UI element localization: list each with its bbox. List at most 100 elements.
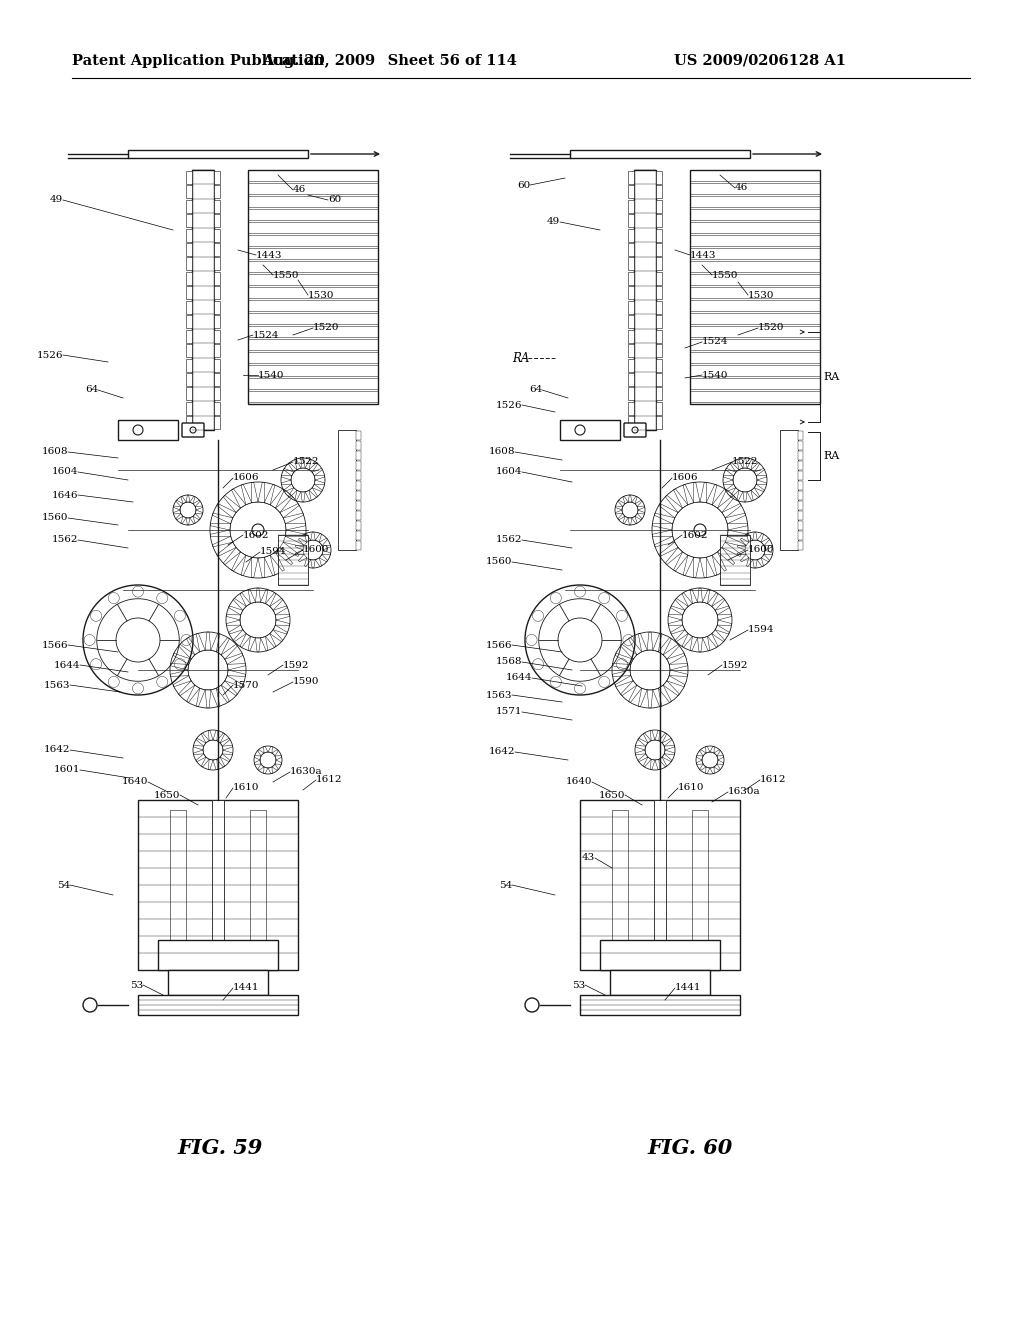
Text: 1606: 1606 [233, 474, 259, 483]
Bar [186, 272, 193, 285]
Bar [278, 535, 308, 585]
Text: 1604: 1604 [51, 467, 78, 477]
Text: 1526: 1526 [496, 400, 522, 409]
Bar [248, 183, 378, 194]
Bar [628, 286, 634, 300]
Bar [628, 345, 634, 356]
Bar [654, 800, 666, 970]
Bar [214, 199, 220, 213]
Bar [186, 401, 193, 414]
Bar [356, 520, 361, 529]
Text: 1644: 1644 [506, 673, 532, 682]
Text: 1612: 1612 [760, 776, 786, 784]
Bar [798, 491, 803, 499]
Bar [214, 214, 220, 227]
Text: 1592: 1592 [283, 660, 309, 669]
Text: 1562: 1562 [496, 536, 522, 544]
Text: 1568: 1568 [496, 657, 522, 667]
Text: 1550: 1550 [712, 271, 738, 280]
Bar [634, 170, 656, 430]
Bar [690, 183, 820, 194]
Bar [798, 500, 803, 510]
Bar [186, 374, 193, 385]
Text: 1566: 1566 [485, 640, 512, 649]
Text: 1522: 1522 [293, 458, 319, 466]
Bar [214, 401, 220, 414]
Bar [690, 300, 820, 312]
Text: 54: 54 [56, 880, 70, 890]
Text: 1520: 1520 [758, 323, 784, 333]
Bar [193, 170, 214, 430]
Bar [628, 359, 634, 371]
Bar [720, 535, 750, 585]
Text: 1522: 1522 [732, 458, 759, 466]
Bar [214, 257, 220, 271]
Bar [212, 800, 224, 970]
Bar [580, 995, 740, 1015]
Bar [248, 286, 378, 298]
Text: 49: 49 [50, 195, 63, 205]
Bar [798, 511, 803, 520]
Text: 1650: 1650 [154, 791, 180, 800]
Circle shape [525, 998, 539, 1012]
Bar [798, 540, 803, 549]
Text: 1560: 1560 [42, 513, 68, 523]
Text: 1650: 1650 [598, 791, 625, 800]
Bar [186, 387, 193, 400]
Bar [248, 248, 378, 259]
Text: 1441: 1441 [675, 983, 701, 993]
Bar [186, 416, 193, 429]
Circle shape [575, 425, 585, 436]
Text: US 2009/0206128 A1: US 2009/0206128 A1 [674, 54, 846, 69]
Text: 46: 46 [735, 183, 749, 193]
Text: 43: 43 [582, 854, 595, 862]
Text: 1606: 1606 [672, 474, 698, 483]
Text: 1540: 1540 [702, 371, 728, 380]
Text: 1630a: 1630a [728, 788, 761, 796]
Bar [248, 326, 378, 337]
Text: 1602: 1602 [682, 531, 709, 540]
Bar [656, 401, 662, 414]
Bar [690, 235, 820, 246]
Circle shape [252, 524, 264, 536]
Bar [168, 970, 268, 995]
Bar [186, 199, 193, 213]
Text: 1644: 1644 [53, 660, 80, 669]
Bar [690, 391, 820, 403]
Bar [656, 359, 662, 371]
Bar [656, 243, 662, 256]
Text: 1630a: 1630a [290, 767, 323, 776]
Bar [248, 313, 378, 323]
Bar [128, 150, 308, 158]
Bar [356, 441, 361, 450]
Text: 64: 64 [528, 385, 542, 395]
Text: 1571: 1571 [496, 708, 522, 717]
Bar [798, 531, 803, 540]
Bar [248, 391, 378, 403]
Bar [628, 387, 634, 400]
Bar [690, 275, 820, 285]
Bar [656, 214, 662, 227]
Bar [798, 480, 803, 490]
Bar [628, 272, 634, 285]
Text: 54: 54 [499, 880, 512, 890]
Text: 53: 53 [130, 981, 143, 990]
Bar [798, 441, 803, 450]
Bar [656, 272, 662, 285]
Text: 1524: 1524 [702, 338, 728, 346]
Bar [628, 374, 634, 385]
Bar [214, 359, 220, 371]
Text: 49: 49 [547, 218, 560, 227]
Bar [690, 339, 820, 350]
Text: 1443: 1443 [690, 251, 717, 260]
Bar [138, 800, 298, 970]
Bar [656, 170, 662, 183]
Text: RA: RA [823, 372, 840, 381]
Bar [356, 531, 361, 540]
Bar [248, 300, 378, 312]
Bar [356, 430, 361, 440]
Circle shape [694, 524, 706, 536]
Bar [580, 800, 740, 970]
Text: FIG. 60: FIG. 60 [647, 1138, 732, 1158]
Bar [356, 480, 361, 490]
